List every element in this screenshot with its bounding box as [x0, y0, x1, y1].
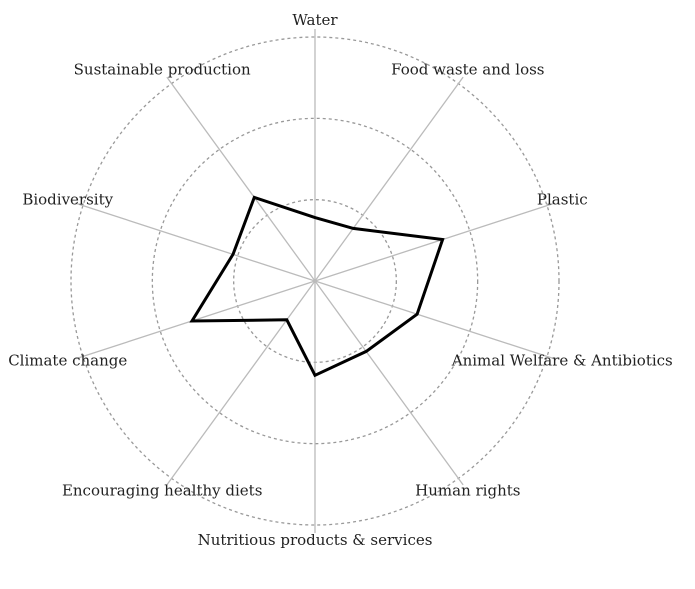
- spoke: [314, 280, 464, 486]
- axis-label: Food waste and loss: [391, 61, 544, 79]
- axis-label: Plastic: [537, 191, 588, 209]
- axis-label: Biodiversity: [22, 191, 113, 209]
- axis-label: Climate change: [8, 351, 127, 369]
- axis-label: Animal Welfare & Antibiotics: [451, 351, 673, 369]
- axis-label: Human rights: [415, 481, 520, 499]
- axis-label: Encouraging healthy diets: [62, 481, 262, 499]
- radar-line: [189, 195, 445, 378]
- spoke: [314, 76, 464, 282]
- axis-label: Nutritious products & services: [198, 531, 433, 549]
- spoke: [75, 202, 316, 282]
- grid-ring: [70, 36, 560, 526]
- grid-ring: [151, 117, 479, 445]
- spoke: [314, 202, 555, 282]
- spoke: [314, 280, 555, 360]
- axis-label: Sustainable production: [74, 61, 251, 79]
- spoke: [166, 280, 316, 486]
- spoke: [166, 76, 316, 282]
- axis-label: Water: [292, 11, 338, 29]
